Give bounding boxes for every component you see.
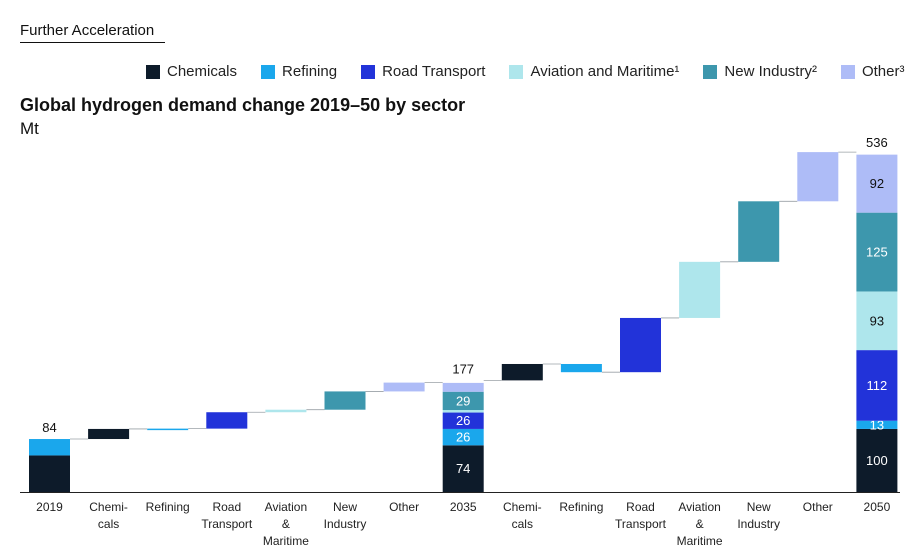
segment-value-label: 26 bbox=[456, 430, 470, 445]
segment-value-label: 92 bbox=[870, 176, 884, 191]
legend-label-chemicals: Chemicals bbox=[167, 63, 238, 80]
x-tick-label: Aviation & Maritime bbox=[263, 500, 309, 548]
legend-swatch-new-industry bbox=[703, 64, 718, 79]
segment-value-label: 112 bbox=[867, 378, 888, 393]
bar-segment bbox=[856, 350, 898, 421]
legend-label-refining: Refining bbox=[282, 63, 338, 80]
legend-label-other: Other³ bbox=[861, 63, 905, 80]
scenario-label: Further Acceleration bbox=[20, 22, 155, 39]
x-tick-label: 2019 bbox=[36, 500, 63, 514]
legend-swatch-other bbox=[840, 64, 855, 79]
segment-value-label: 100 bbox=[866, 453, 888, 468]
x-tick-label: Road Transport bbox=[615, 500, 667, 531]
x-tick-label: Chemi-cals bbox=[89, 500, 128, 531]
segment-value-label: 93 bbox=[870, 313, 884, 328]
x-tick-label: Other bbox=[803, 500, 833, 514]
delta-bar bbox=[501, 363, 543, 381]
segment-value-label: 26 bbox=[456, 413, 470, 428]
legend-label-road-transport: Road Transport bbox=[382, 63, 486, 80]
segment-value-label: 29 bbox=[456, 393, 470, 408]
bar-segment bbox=[442, 428, 484, 446]
bar-segment bbox=[856, 291, 898, 351]
legend: Chemicals Refining Road Transport Aviati… bbox=[146, 63, 904, 80]
legend-label-new-industry: New Industry² bbox=[724, 63, 817, 80]
legend-item-refining: Refining bbox=[261, 63, 337, 80]
legend-item-new-industry: New Industry² bbox=[703, 63, 817, 80]
delta-bar bbox=[88, 428, 130, 440]
x-tick-label: Chemi-cals bbox=[503, 500, 542, 531]
legend-swatch-chemicals bbox=[146, 64, 160, 79]
scenario-underline bbox=[20, 42, 165, 43]
legend-swatch-aviation-maritime bbox=[509, 64, 524, 79]
total-value-label: 177 bbox=[452, 361, 474, 376]
delta-bar bbox=[147, 428, 189, 431]
delta-bar bbox=[206, 412, 248, 429]
bar-segment bbox=[29, 439, 70, 456]
legend-swatch-refining bbox=[261, 64, 276, 79]
bar-segment bbox=[856, 428, 898, 492]
bar-segment bbox=[442, 445, 484, 492]
total-value-label: 536 bbox=[866, 135, 888, 150]
delta-bar bbox=[560, 363, 602, 373]
x-tick-label: Road Transport bbox=[201, 500, 253, 531]
x-tick-label: Refining bbox=[559, 500, 603, 514]
legend-item-road-transport: Road Transport bbox=[361, 63, 485, 80]
bar-segment bbox=[856, 420, 898, 429]
chart-title: Global hydrogen demand change 2019–50 by… bbox=[20, 95, 466, 115]
delta-bar bbox=[797, 152, 839, 202]
bar-segment bbox=[442, 412, 484, 429]
x-tick-label: 2035 bbox=[450, 500, 477, 514]
legend-swatch-road-transport bbox=[361, 64, 376, 79]
x-tick-label: New Industry bbox=[324, 500, 367, 531]
segment-value-label: 13 bbox=[870, 417, 884, 432]
legend-label-aviation-maritime: Aviation and Maritime¹ bbox=[530, 63, 680, 80]
delta-bar bbox=[383, 382, 425, 392]
bar-segment bbox=[442, 410, 484, 413]
delta-bar bbox=[738, 201, 780, 262]
bar-segment bbox=[29, 455, 70, 492]
delta-bar bbox=[265, 409, 307, 413]
legend-item-chemicals: Chemicals bbox=[146, 63, 237, 80]
segment-value-label: 74 bbox=[456, 461, 470, 476]
legend-item-other: Other³ bbox=[840, 63, 905, 80]
x-tick-label: 2050 bbox=[864, 500, 891, 514]
x-tick-label: New Industry bbox=[737, 500, 780, 531]
delta-bar bbox=[324, 391, 366, 410]
x-tick-label: Refining bbox=[146, 500, 190, 514]
total-value-label: 84 bbox=[42, 420, 56, 435]
x-tick-label: Aviation & Maritime bbox=[677, 500, 723, 548]
delta-bar bbox=[679, 261, 721, 318]
unit-label: Mt bbox=[20, 119, 39, 138]
legend-item-aviation-maritime: Aviation and Maritime¹ bbox=[509, 63, 679, 80]
bar-segment bbox=[442, 382, 484, 392]
bar-segment bbox=[856, 154, 898, 213]
segment-value-label: 125 bbox=[866, 245, 888, 260]
delta-bar bbox=[620, 317, 661, 373]
bar-segment bbox=[856, 212, 898, 292]
x-tick-label: Other bbox=[389, 500, 419, 514]
bar-segment bbox=[442, 391, 484, 411]
